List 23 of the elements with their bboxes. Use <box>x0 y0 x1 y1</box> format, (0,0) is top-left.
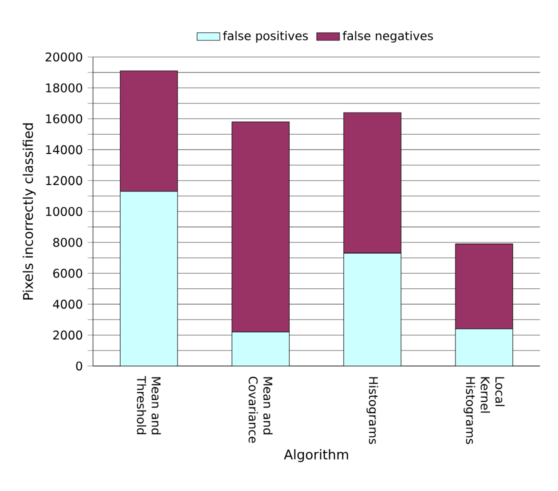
x-tick-label: Local Kernel Histograms <box>464 377 505 444</box>
y-tick-label: 10000 <box>46 206 82 216</box>
y-tick-label: 14000 <box>46 145 82 154</box>
y-tick-label: 8000 <box>53 238 82 247</box>
y-tick-label: 18000 <box>46 83 82 92</box>
legend-label: false positives <box>223 31 308 43</box>
y-tick-label: 20000 <box>46 52 82 62</box>
bar <box>455 328 514 366</box>
y-tick-label: 12000 <box>46 176 82 186</box>
bar <box>120 191 178 366</box>
bar <box>344 253 402 366</box>
y-tick-label: 16000 <box>46 114 82 124</box>
x-tick-label: Mean and Covariance <box>248 376 273 443</box>
bar <box>232 332 290 366</box>
y-axis-title: Pixels incorrectly classified <box>22 123 36 300</box>
x-tick-label: Mean and Threshold <box>136 376 161 434</box>
y-tick-label: 4000 <box>53 300 82 309</box>
x-tick-label: Histograms <box>366 377 378 444</box>
x-axis-title: Algorithm <box>284 449 348 462</box>
y-tick-label: 6000 <box>53 268 82 278</box>
legend-label: false negatives <box>342 31 433 43</box>
y-tick-label: 2000 <box>53 330 82 340</box>
y-tick-label: 0 <box>76 361 82 371</box>
